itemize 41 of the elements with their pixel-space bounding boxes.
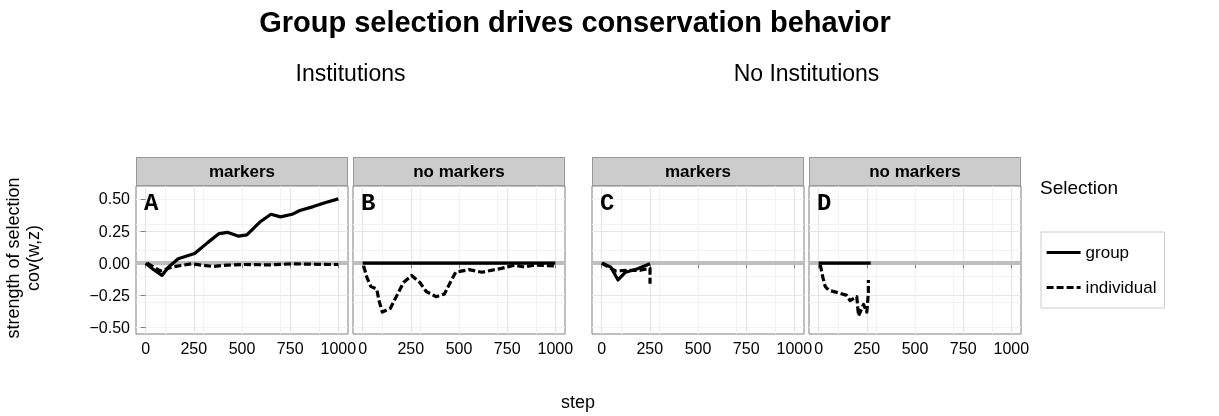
x-tick-label: 750 [276, 339, 304, 357]
y-tick-label: 0.00 [98, 254, 131, 272]
annotation: C [600, 190, 615, 217]
x-tick-label: 250 [853, 339, 881, 357]
chart-subtitle: No Institutions [732, 60, 881, 87]
x-tick-label: 0 [141, 339, 151, 357]
x-tick-label: 0 [358, 339, 368, 357]
annotation: D [817, 190, 832, 217]
x-tick-label: 750 [949, 339, 977, 357]
x-tick-label: 0 [814, 339, 824, 357]
chart-title: no markers [809, 157, 1021, 186]
x-tick-label: 500 [684, 339, 712, 357]
x-tick-label: 1000 [776, 339, 813, 357]
y-tick-label: 0.25 [98, 222, 131, 240]
y-tick-label: −0.50 [89, 319, 131, 337]
legend-label: individual [1085, 278, 1157, 297]
y-axis-title: strength of selection cov(w,z) [3, 176, 43, 341]
x-tick-label: 250 [180, 339, 208, 357]
x-tick-label: 750 [493, 339, 521, 357]
x-axis-title: step [560, 392, 596, 413]
y-tick-label: 0.50 [98, 190, 131, 208]
text: Group selection drives conservation behavior [258, 6, 892, 39]
chart-title: markers [136, 157, 348, 186]
x-tick-label: 1000 [537, 339, 574, 357]
chart-title: no markers [353, 157, 565, 186]
x-tick-label: 1000 [993, 339, 1030, 357]
y-tick-label: −0.25 [89, 286, 131, 304]
x-tick-label: 500 [445, 339, 473, 357]
chart-title: markers [592, 157, 804, 186]
legend-title: Selection [1040, 177, 1119, 199]
x-tick-label: 500 [228, 339, 256, 357]
x-tick-label: 0 [597, 339, 607, 357]
x-tick-label: 500 [901, 339, 929, 357]
x-tick-label: 1000 [320, 339, 357, 357]
x-tick-label: 250 [636, 339, 664, 357]
chart-subtitle: Institutions [294, 60, 407, 87]
x-tick-label: 250 [397, 339, 425, 357]
annotation: A [144, 190, 159, 217]
annotation: B [361, 190, 376, 217]
legend-label: group [1085, 243, 1130, 262]
x-tick-label: 750 [732, 339, 760, 357]
